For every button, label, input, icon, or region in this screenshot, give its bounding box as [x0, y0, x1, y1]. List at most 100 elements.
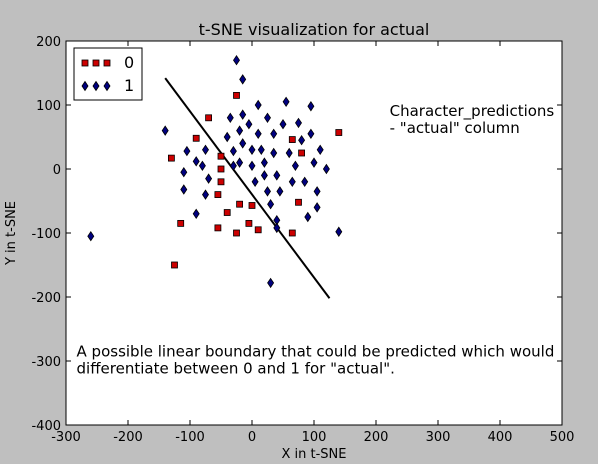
point-series-1 [282, 96, 290, 108]
point-series-1 [229, 145, 237, 157]
point-series-0 [288, 229, 296, 237]
y-tick-label: -100 [31, 227, 61, 242]
legend: 01 [73, 47, 143, 101]
point-series-1 [273, 170, 281, 181]
point-series-1 [229, 160, 237, 172]
point-series-0 [298, 149, 306, 157]
legend-marker-0 [81, 59, 89, 67]
x-tick-label: 500 [550, 430, 575, 445]
point-series-1 [316, 144, 324, 156]
x-tick-label: 100 [302, 430, 327, 445]
point-series-0 [254, 226, 262, 234]
point-series-1 [239, 109, 247, 120]
annotations: Character_predictions - "actual" column A … [77, 102, 555, 378]
point-series-1 [313, 202, 321, 213]
point-series-1 [192, 208, 200, 220]
point-series-0 [335, 129, 343, 136]
point-series-1 [313, 186, 321, 197]
point-series-1 [273, 222, 281, 234]
x-tick-label: -200 [113, 430, 143, 445]
point-series-1 [310, 157, 318, 168]
y-tick-label: -300 [31, 355, 61, 370]
axis-ticks: -300 -200 -100 0 100 200 300 400 500-400-300-200… [31, 35, 574, 445]
point-series-1 [233, 54, 240, 66]
point-series-1 [239, 74, 247, 85]
x-tick-label: 300 [426, 430, 451, 445]
point-series-1 [264, 112, 271, 124]
point-series-1 [260, 170, 268, 181]
point-series-1 [264, 186, 271, 197]
point-series-0 [295, 198, 302, 206]
point-series-0 [192, 134, 200, 142]
y-tick-label: 200 [36, 35, 61, 50]
scatter-points [87, 54, 343, 289]
point-series-0 [217, 152, 225, 160]
point-series-1 [267, 277, 275, 289]
point-series-1 [298, 134, 306, 146]
point-series-1 [307, 128, 315, 140]
point-series-1 [180, 184, 188, 195]
point-series-1 [161, 125, 169, 136]
point-series-0 [177, 219, 185, 227]
annotation-text: Character_predictions - "actual" column [390, 102, 555, 137]
point-series-1 [198, 160, 206, 172]
x-tick-label: 400 [488, 430, 513, 445]
x-tick-label: 200 [364, 430, 389, 445]
point-series-1 [279, 118, 287, 130]
annotation-line: Character_predictions [390, 102, 555, 121]
y-tick-label: 100 [36, 99, 61, 114]
boundary-line [164, 77, 331, 299]
point-series-1 [236, 125, 244, 136]
point-series-1 [254, 128, 262, 140]
point-series-0 [236, 200, 244, 208]
point-series-1 [239, 138, 247, 149]
point-series-0 [214, 191, 222, 199]
point-series-1 [248, 160, 256, 172]
y-axis-label: Y in t-SNE [4, 201, 19, 266]
annotation-line: differentiate between 0 and 1 for "actua… [77, 360, 395, 378]
x-tick-label: -300 [51, 430, 81, 445]
point-series-1 [260, 157, 268, 168]
point-series-1 [180, 166, 188, 178]
legend-label: 1 [124, 76, 134, 95]
annotation-text: A possible linear boundary that could be… [77, 343, 555, 378]
y-tick-label: -400 [31, 419, 61, 434]
point-series-0 [245, 219, 253, 227]
point-series-1 [87, 230, 95, 242]
point-series-1 [304, 211, 312, 223]
point-series-1 [183, 145, 191, 157]
point-series-1 [251, 176, 259, 188]
x-axis-label: X in t-SNE [282, 447, 347, 462]
point-series-0 [233, 92, 240, 99]
annotation-line: - "actual" column [390, 119, 520, 137]
legend-marker-1 [81, 80, 89, 92]
legend-box [73, 47, 143, 101]
point-series-0 [223, 209, 231, 216]
point-series-0 [171, 261, 178, 269]
point-series-1 [301, 176, 309, 188]
point-series-1 [236, 157, 244, 168]
point-series-0 [288, 136, 296, 143]
point-series-1 [295, 117, 302, 129]
point-series-1 [257, 144, 265, 156]
annotation-line: A possible linear boundary that could be… [77, 343, 555, 361]
x-tick-label: 0 [248, 430, 256, 445]
point-series-1 [335, 226, 343, 237]
point-series-1 [270, 147, 278, 159]
y-tick-label: -200 [31, 291, 61, 306]
point-series-1 [270, 128, 278, 140]
point-series-1 [223, 131, 231, 143]
boundary-line-group [164, 77, 331, 299]
point-series-1 [248, 144, 256, 156]
y-tick-label: 0 [53, 163, 61, 178]
point-series-1 [267, 198, 275, 210]
plot-area [66, 41, 562, 425]
point-series-0 [214, 224, 222, 232]
legend-marker-1 [92, 80, 100, 92]
point-series-1 [254, 99, 262, 111]
point-series-1 [245, 118, 253, 130]
point-series-1 [192, 156, 200, 167]
point-series-1 [307, 101, 315, 112]
